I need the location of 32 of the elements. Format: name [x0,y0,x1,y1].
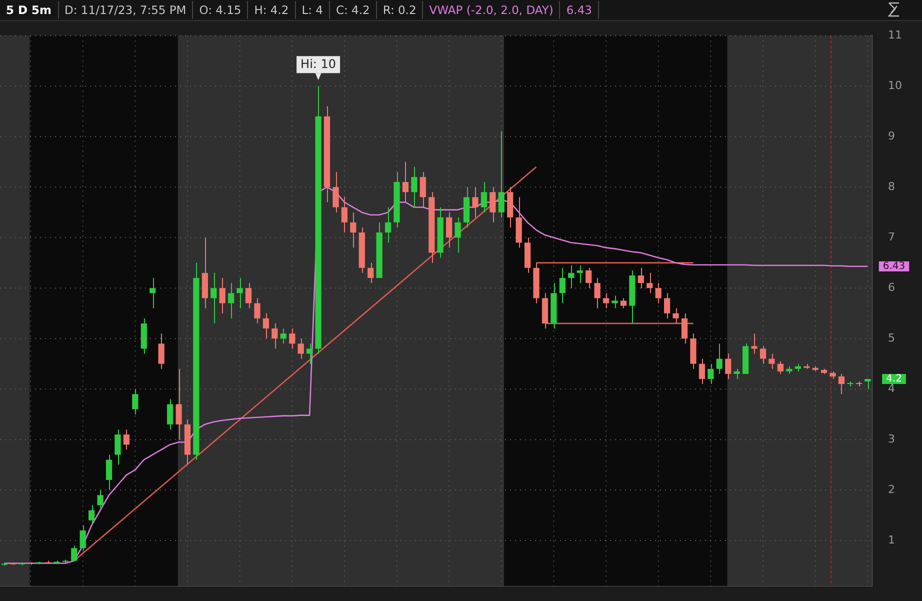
text: H: 4.2 [248,1,296,19]
y-tick-label: 9 [888,129,895,142]
y-tick-label: 7 [888,230,895,244]
y-tick-label: 3 [888,432,895,446]
text: C: 4.2 [330,1,377,19]
text: O: 4.15 [193,1,248,19]
candlestick [629,270,636,324]
y-tick-label: 6 [888,280,895,294]
y-tick-label: 5 [888,331,895,344]
chart-title: 5 D 5m [0,1,59,19]
text: VWAP (-2.0, 2.0, DAY) [423,1,560,19]
text: 6.43 [882,260,906,272]
text: D: 11/17/23, 7:55 PM [58,1,194,19]
annotation: Hi: 10 [300,57,336,72]
candlestick [550,282,557,329]
candlestick [472,186,478,218]
y-tick-label: 2 [888,482,895,496]
text: 6.43 [560,1,599,19]
candlestick [254,298,260,324]
candlestick [176,368,182,440]
candlestick [193,262,200,460]
candlestick [332,171,339,213]
text: L: 4 [296,1,330,19]
y-tick-label: 10 [888,78,902,92]
text: R: 0.2 [376,1,424,19]
candlestick [830,370,836,380]
y-tick-label: 8 [888,180,895,193]
candlestick [315,86,322,354]
candlestick [394,171,400,228]
y-tick-label: 11 [888,28,902,42]
candlestick [690,333,696,370]
y-tick-label: 1 [888,533,895,546]
